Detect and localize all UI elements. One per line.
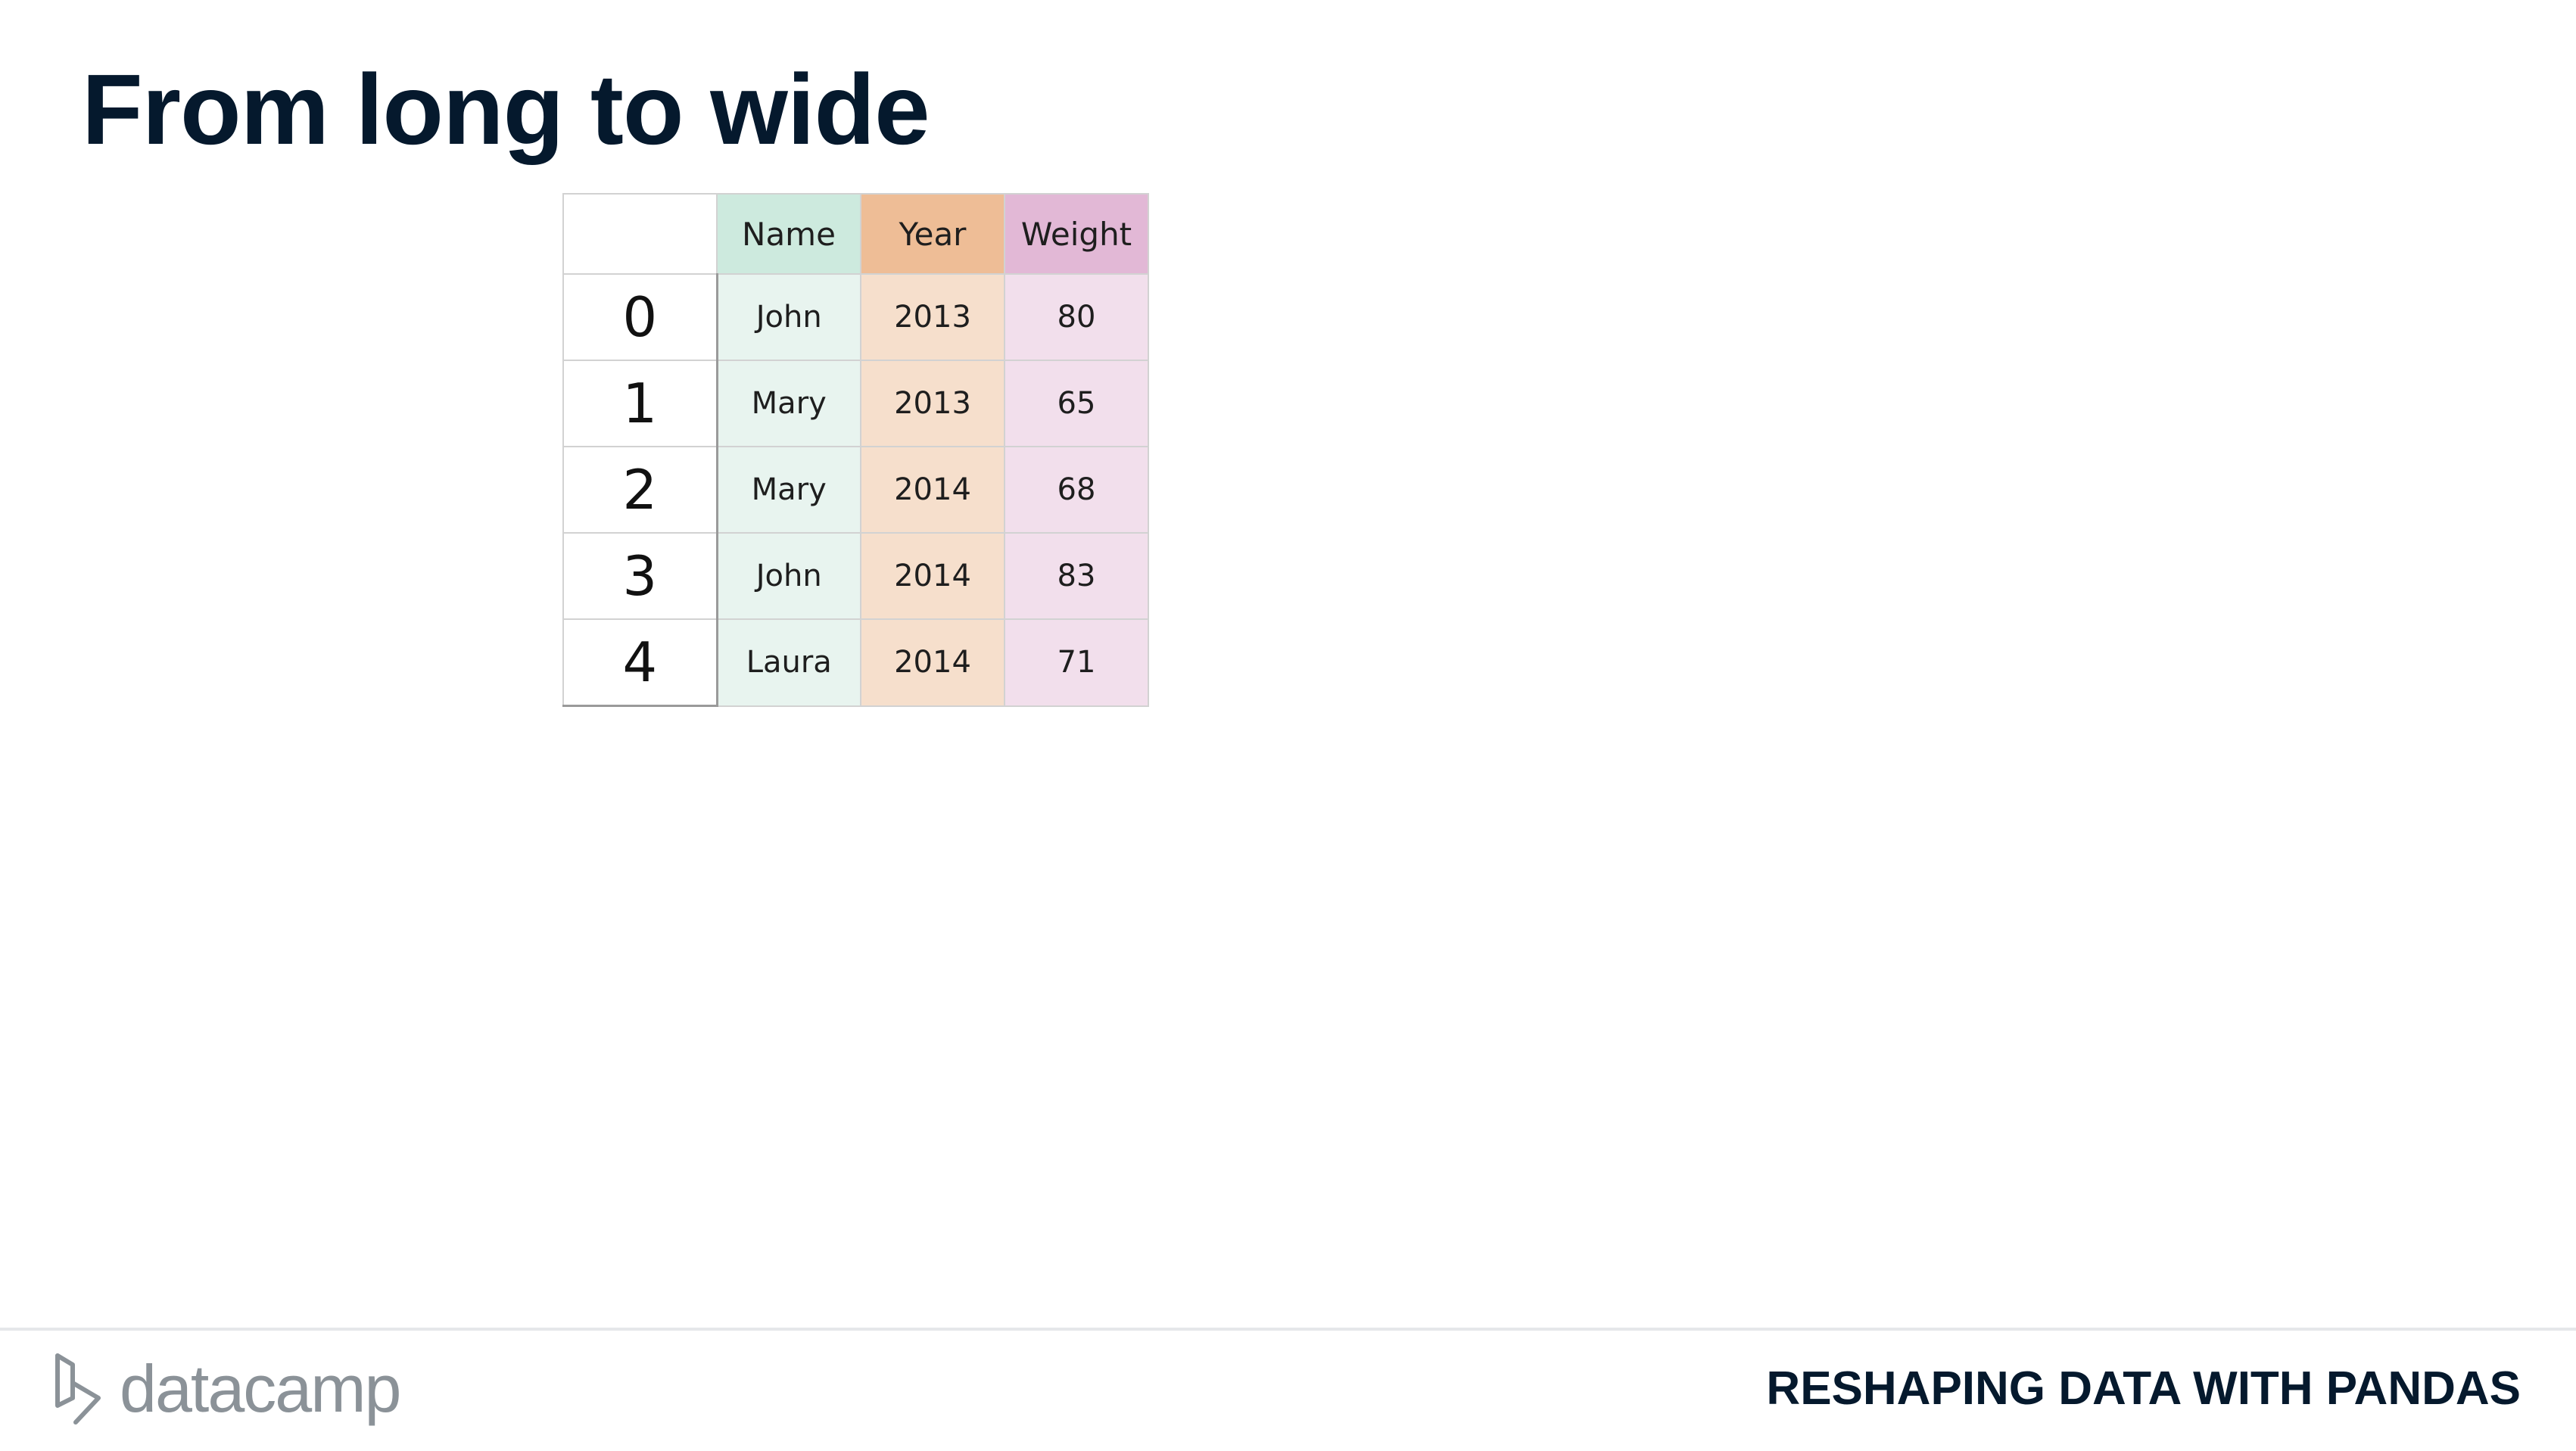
table-cell: 2014	[860, 532, 1005, 620]
dataframe-table: Name Year Weight 0 John 2013 80 1 Mary 2…	[562, 193, 1149, 707]
table-cell: 2013	[860, 273, 1005, 361]
slide-title: From long to wide	[82, 54, 930, 165]
row-index: 1	[562, 360, 718, 447]
row-index: 0	[562, 273, 718, 361]
course-title: RESHAPING DATA WITH PANDAS	[1766, 1362, 2521, 1415]
column-header: Weight	[1004, 193, 1149, 275]
table-row: 0 John 2013 80	[562, 273, 1149, 361]
table-cell: 83	[1004, 532, 1149, 620]
table-header-row: Name Year Weight	[562, 193, 1149, 275]
table-cell: 65	[1004, 360, 1149, 447]
table-row: 4 Laura 2014 71	[562, 618, 1149, 707]
column-header: Name	[716, 193, 861, 275]
table-cell: 2014	[860, 618, 1005, 707]
table-cell: 80	[1004, 273, 1149, 361]
table-cell: 2014	[860, 446, 1005, 534]
table-row: 1 Mary 2013 65	[562, 360, 1149, 447]
table-cell: Mary	[716, 360, 861, 447]
index-header-cell	[562, 193, 718, 275]
table-cell: 71	[1004, 618, 1149, 707]
table-cell: 2013	[860, 360, 1005, 447]
row-index: 4	[562, 618, 718, 707]
table-cell: John	[716, 532, 861, 620]
datacamp-logo: datacamp	[53, 1347, 401, 1431]
row-index: 3	[562, 532, 718, 620]
table-cell: Laura	[716, 618, 861, 707]
logo-text: datacamp	[120, 1351, 401, 1426]
table-row: 2 Mary 2014 68	[562, 446, 1149, 534]
footer-divider	[0, 1328, 2576, 1331]
table-cell: Mary	[716, 446, 861, 534]
datacamp-logo-icon	[55, 1353, 101, 1425]
table-cell: John	[716, 273, 861, 361]
column-header: Year	[860, 193, 1005, 275]
table-row: 3 John 2014 83	[562, 532, 1149, 620]
row-index: 2	[562, 446, 718, 534]
table-cell: 68	[1004, 446, 1149, 534]
